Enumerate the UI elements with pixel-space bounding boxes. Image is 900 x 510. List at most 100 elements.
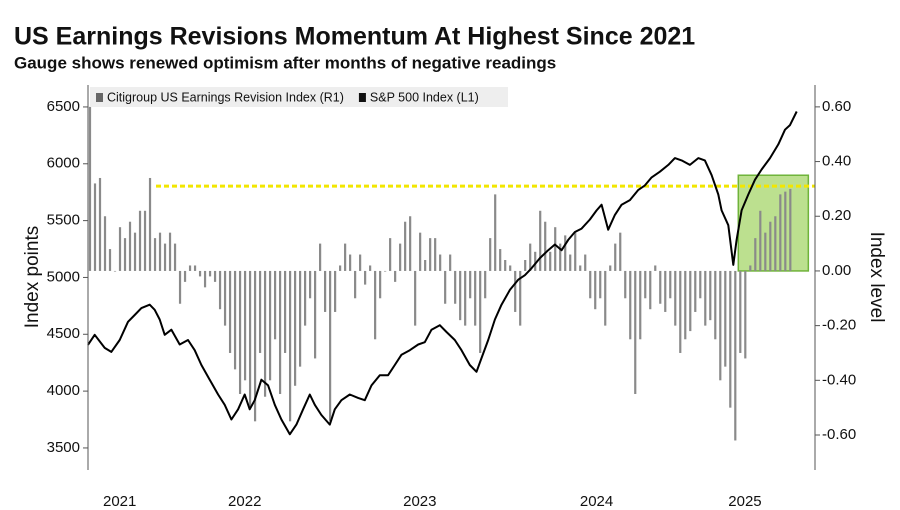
bar <box>739 270 742 353</box>
bar <box>263 270 267 397</box>
bar <box>349 254 352 271</box>
bar <box>764 232 767 271</box>
bar <box>93 183 97 271</box>
bar <box>384 270 387 272</box>
bar <box>769 221 772 271</box>
bar <box>258 270 262 353</box>
x-tick-label: 2022 <box>228 493 261 510</box>
bar <box>208 270 212 277</box>
bar <box>699 270 702 299</box>
bar <box>344 243 347 271</box>
x-tick-label: 2024 <box>580 493 613 510</box>
y-tick-label: 6500 <box>47 98 80 115</box>
bar <box>123 238 127 271</box>
bar <box>529 243 532 271</box>
bar <box>153 238 157 271</box>
legend: Citigroup US Earnings Revision Index (R1… <box>90 87 508 107</box>
bar <box>148 177 152 271</box>
bar <box>288 270 292 422</box>
bar <box>694 270 697 312</box>
y-tick-label: 4000 <box>47 382 80 399</box>
bar <box>594 270 597 310</box>
bar <box>128 221 132 271</box>
bar <box>689 270 692 332</box>
bar <box>278 270 282 394</box>
bar <box>309 270 312 299</box>
bar <box>283 270 287 353</box>
bar <box>454 270 457 304</box>
bar <box>669 270 672 299</box>
bar <box>784 191 787 271</box>
bar <box>163 243 167 271</box>
bar <box>88 106 92 271</box>
x-tick-label: 2025 <box>728 493 761 510</box>
bar <box>118 227 122 271</box>
bar <box>389 238 392 271</box>
bar <box>268 270 272 381</box>
bar <box>233 270 237 370</box>
bar <box>314 270 317 359</box>
y-tick-label: 6000 <box>47 155 80 172</box>
bar <box>379 270 382 299</box>
bar <box>439 254 442 271</box>
bar <box>549 251 552 271</box>
x-tick-label: 2023 <box>403 493 436 510</box>
bar <box>624 270 627 299</box>
bar <box>339 265 342 271</box>
bar <box>374 270 377 340</box>
bar <box>679 270 682 353</box>
bar <box>449 254 452 271</box>
x-tick-label: 2021 <box>103 493 136 510</box>
bar <box>419 232 422 271</box>
bar <box>409 216 412 271</box>
bar <box>444 270 447 304</box>
legend-label: S&P 500 Index (L1) <box>370 90 479 104</box>
bar <box>589 270 592 299</box>
bar <box>539 210 542 271</box>
bar <box>173 243 177 271</box>
bar <box>789 188 792 271</box>
bar <box>183 270 187 282</box>
line <box>87 111 798 436</box>
bar <box>714 270 717 340</box>
bar <box>544 221 547 271</box>
legend-swatch <box>96 93 103 102</box>
bar <box>749 265 752 271</box>
bar <box>494 194 497 271</box>
bar <box>654 265 657 271</box>
bar <box>334 270 337 312</box>
bar <box>619 232 622 271</box>
bar <box>178 270 182 304</box>
bar <box>499 249 502 271</box>
bar <box>664 270 667 312</box>
bar <box>133 232 137 271</box>
bar <box>218 270 222 310</box>
y2-tick-label: -0.60 <box>822 426 856 443</box>
bar <box>203 270 207 288</box>
bar <box>303 270 307 326</box>
bar <box>404 221 407 271</box>
bar <box>504 260 507 271</box>
bar <box>704 270 707 326</box>
bar <box>629 270 632 340</box>
y-axis-label: Index points <box>22 226 43 328</box>
bar <box>479 270 482 353</box>
bar <box>614 243 617 271</box>
bar <box>364 270 367 285</box>
bar <box>298 270 302 367</box>
bar <box>574 232 577 271</box>
bar <box>524 260 527 271</box>
y2-tick-label: 0.20 <box>822 207 851 224</box>
legend-box <box>90 87 508 107</box>
bar <box>319 243 322 271</box>
bar <box>724 270 727 367</box>
bar <box>514 270 517 312</box>
chart-title: US Earnings Revisions Momentum At Highes… <box>14 23 695 51</box>
bar <box>579 265 582 271</box>
bar <box>709 270 712 321</box>
bar <box>519 270 522 326</box>
bar <box>434 238 437 271</box>
legend-swatch <box>358 93 366 102</box>
y-tick-label: 3500 <box>47 439 80 456</box>
y2-tick-label: -0.40 <box>822 371 856 388</box>
